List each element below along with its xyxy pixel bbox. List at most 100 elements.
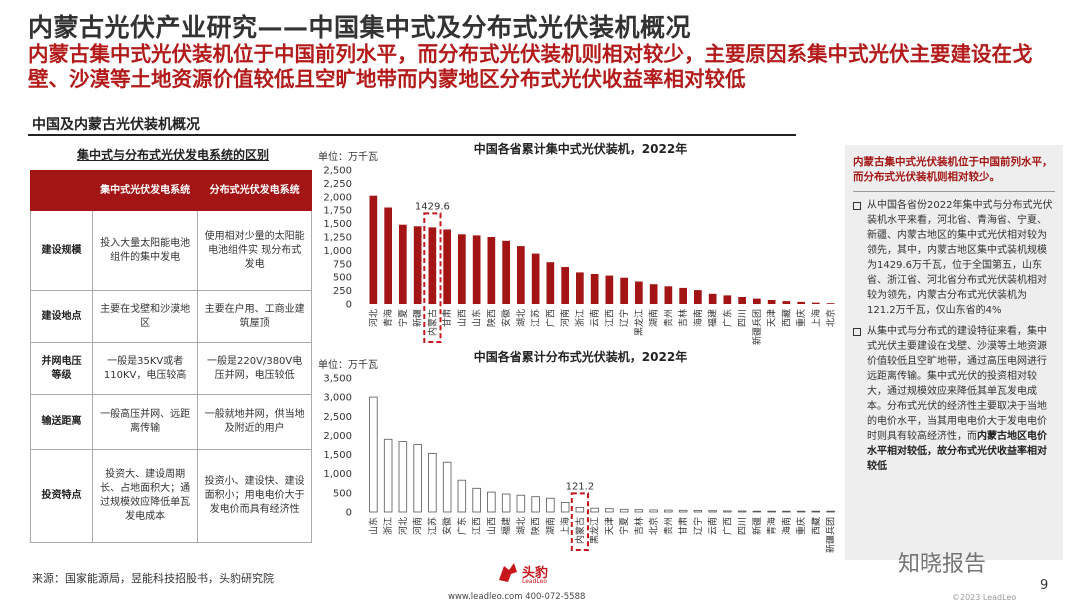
bar — [708, 510, 717, 513]
x-tick-label: 贵州 — [662, 517, 674, 535]
insight-sidebar: 内蒙古集中式光伏装机位于中国前列水平，而分布式光伏装机则相对较少。 从中国各省份… — [845, 145, 1063, 560]
y-tick-label: 1,500 — [323, 219, 352, 230]
x-tick-label: 江苏 — [426, 517, 438, 535]
y-tick-label: 0 — [346, 300, 352, 311]
x-tick-label: 陕西 — [530, 517, 542, 535]
bar — [826, 510, 835, 513]
row-label: 建设规模 — [30, 210, 93, 291]
chart-svg: 0 500 1,000 1,500 2,000 2,500 3,000 3,500 山东 浙江 河北… — [323, 374, 836, 554]
bullet-text-bold: 内蒙古地区电价水平相对较低，故分布式光伏收益率相对较低 — [867, 431, 1047, 472]
bar — [620, 277, 628, 304]
bar — [398, 441, 408, 513]
bullet-text: 从集中式与分布式的建设特征来看，集中式光伏主要建设在戈壁、沙漠等土地资源价值较低… — [867, 326, 1047, 442]
x-tick-label: 云南 — [589, 309, 601, 327]
x-tick-label: 山西 — [457, 309, 468, 327]
bar — [575, 506, 585, 513]
bar — [384, 207, 392, 304]
bar — [738, 297, 746, 304]
checkbox-bullet-icon — [853, 328, 861, 336]
x-tick-label: 浙江 — [382, 517, 394, 535]
x-tick-label: 甘肃 — [677, 517, 689, 535]
bar — [812, 302, 820, 304]
y-tick-label: 2,000 — [323, 431, 352, 442]
y-tick-label: 0 — [346, 508, 352, 519]
x-tick-label: 湖南 — [648, 309, 660, 327]
section-title: 中国及内蒙古光伏装机概况 — [32, 117, 200, 133]
x-tick-label: 河北 — [397, 517, 409, 535]
bar — [590, 507, 599, 513]
row-label: 输送距离 — [30, 394, 93, 450]
chart-unit-label: 单位：万千瓦 — [318, 360, 378, 371]
x-tick-label: 天津 — [604, 517, 615, 535]
x-tick-label: 河北 — [367, 309, 379, 327]
y-tick-label: 1,250 — [323, 233, 352, 244]
x-tick-label: 江苏 — [530, 309, 542, 327]
x-tick-label: 山东 — [367, 517, 379, 535]
x-tick-label: 广西 — [721, 517, 733, 535]
x-tick-label: 贵州 — [662, 309, 674, 327]
y-tick-label: 3,500 — [323, 374, 352, 385]
comparison-table: 集中式光伏发电系统 分布式光伏发电系统 建设规模 投入大量太阳能电池组件的集中发… — [30, 170, 312, 543]
x-tick-label: 新疆兵团 — [751, 309, 763, 345]
cell-distributed: 一般就地并网，供当地及附近的用户 — [197, 394, 312, 450]
bar — [472, 487, 481, 513]
y-tick-label: 2,250 — [323, 179, 352, 190]
x-tick-label: 河南 — [412, 517, 424, 535]
y-tick-label: 500 — [333, 273, 352, 284]
table-header-central: 集中式光伏发电系统 — [91, 170, 199, 211]
bar — [517, 246, 525, 304]
x-tick-label: 四川 — [738, 309, 748, 327]
x-tick-label: 吉林 — [677, 309, 689, 327]
bar — [605, 275, 614, 304]
x-tick-label: 四川 — [738, 517, 748, 535]
x-tick-label: 福建 — [707, 309, 719, 327]
x-tick-label: 宁夏 — [618, 517, 630, 535]
bar — [502, 240, 510, 304]
bar — [811, 510, 821, 513]
row-label: 并网电压等级 — [30, 342, 93, 395]
x-tick-label: 青海 — [766, 517, 778, 535]
bar — [457, 479, 467, 513]
leadleo-logo: 头豹 LeadLeo — [496, 560, 576, 590]
source-note: 来源：国家能源局，昱能科技招股书，头豹研究院 — [32, 572, 274, 585]
y-tick-label: 250 — [333, 286, 352, 297]
bullet-text: 从中国各省份2022年集中式与分布式光伏装机水平来看，河北省、青海省、宁夏、新疆… — [867, 200, 1053, 316]
bar — [767, 300, 776, 304]
bar — [487, 237, 496, 304]
x-tick-label: 甘肃 — [441, 309, 453, 327]
table-row: 建设规模 投入大量太阳能电池组件的集中发电 使用相对少量的太阳能电池组件实 现分… — [30, 210, 312, 291]
y-tick-label: 750 — [333, 259, 352, 270]
x-tick-label: 新疆 — [751, 517, 763, 535]
table-row: 投资特点 投资大、建设周期长、占地面积大；通过规模效应降低单瓦发电成本 投资小、… — [30, 449, 312, 543]
leopard-logo-icon — [499, 563, 517, 582]
x-tick-label: 福建 — [500, 517, 512, 535]
logo-subtext: LeadLeo — [522, 578, 548, 585]
cell-distributed: 使用相对少量的太阳能电池组件实 现分布式发电 — [197, 210, 312, 291]
x-tick-label: 吉林 — [633, 517, 645, 535]
x-tick-label: 山东 — [471, 309, 483, 327]
x-tick-label: 新疆 — [412, 309, 424, 327]
y-tick-label: 1,500 — [323, 450, 352, 461]
x-tick-label: 内蒙古 — [574, 517, 586, 544]
x-tick-label: 海南 — [692, 309, 704, 327]
x-tick-label: 辽宁 — [692, 517, 704, 535]
bar — [531, 496, 540, 513]
bar — [693, 510, 703, 513]
bar — [694, 290, 702, 304]
table-title: 集中式与分布式光伏发电系统的区别 — [76, 148, 269, 162]
bar — [723, 295, 732, 304]
chart-svg: 0 250 500 750 1,000 1,250 1,500 1,750 2,000 2,250… — [323, 166, 836, 346]
sidebar-bullet: 从中国各省份2022年集中式与分布式光伏装机水平来看，河北省、青海省、宁夏、新疆… — [853, 198, 1055, 318]
x-tick-label: 海南 — [780, 517, 792, 535]
bar — [678, 509, 688, 513]
bar — [679, 287, 687, 304]
highlight-box — [423, 212, 442, 344]
x-tick-label: 安徽 — [441, 517, 453, 535]
cell-central: 投资大、建设周期长、占地面积大；通过规模效应降低单瓦发电成本 — [91, 449, 199, 543]
page-title: 内蒙古光伏产业研究——中国集中式及分布式光伏装机概况 — [28, 13, 692, 42]
x-tick-label: 天津 — [767, 309, 778, 327]
distributed-pv-chart: 中国各省累计分布式光伏装机，2022年 单位：万千瓦 0 500 1,000 1,50… — [318, 348, 843, 588]
section-divider — [28, 134, 796, 136]
table-header-row: 集中式光伏发电系统 分布式光伏发电系统 — [30, 170, 312, 211]
data-label: 121.2 — [566, 481, 595, 492]
